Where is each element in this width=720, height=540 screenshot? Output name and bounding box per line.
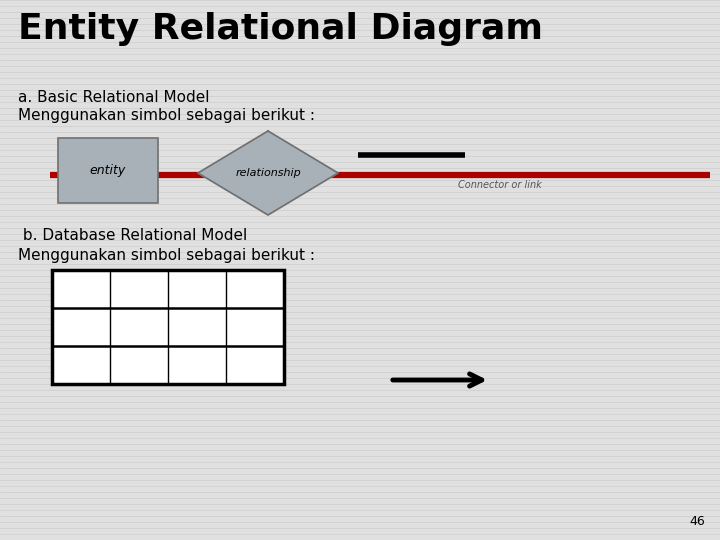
Bar: [52, 270, 284, 384]
Polygon shape: [198, 131, 338, 215]
Text: b. Database Relational Model: b. Database Relational Model: [18, 228, 247, 243]
Bar: [52, 270, 284, 384]
Text: entity: entity: [90, 164, 126, 177]
Text: Connector or link: Connector or link: [458, 180, 542, 190]
Bar: [58, 138, 158, 203]
Text: relationship: relationship: [235, 168, 301, 178]
Text: 46: 46: [689, 515, 705, 528]
Text: Entity Relational Diagram: Entity Relational Diagram: [18, 12, 543, 46]
Text: a. Basic Relational Model: a. Basic Relational Model: [18, 90, 210, 105]
Text: Menggunakan simbol sebagai berikut :: Menggunakan simbol sebagai berikut :: [18, 108, 315, 123]
Text: Menggunakan simbol sebagai berikut :: Menggunakan simbol sebagai berikut :: [18, 248, 315, 263]
